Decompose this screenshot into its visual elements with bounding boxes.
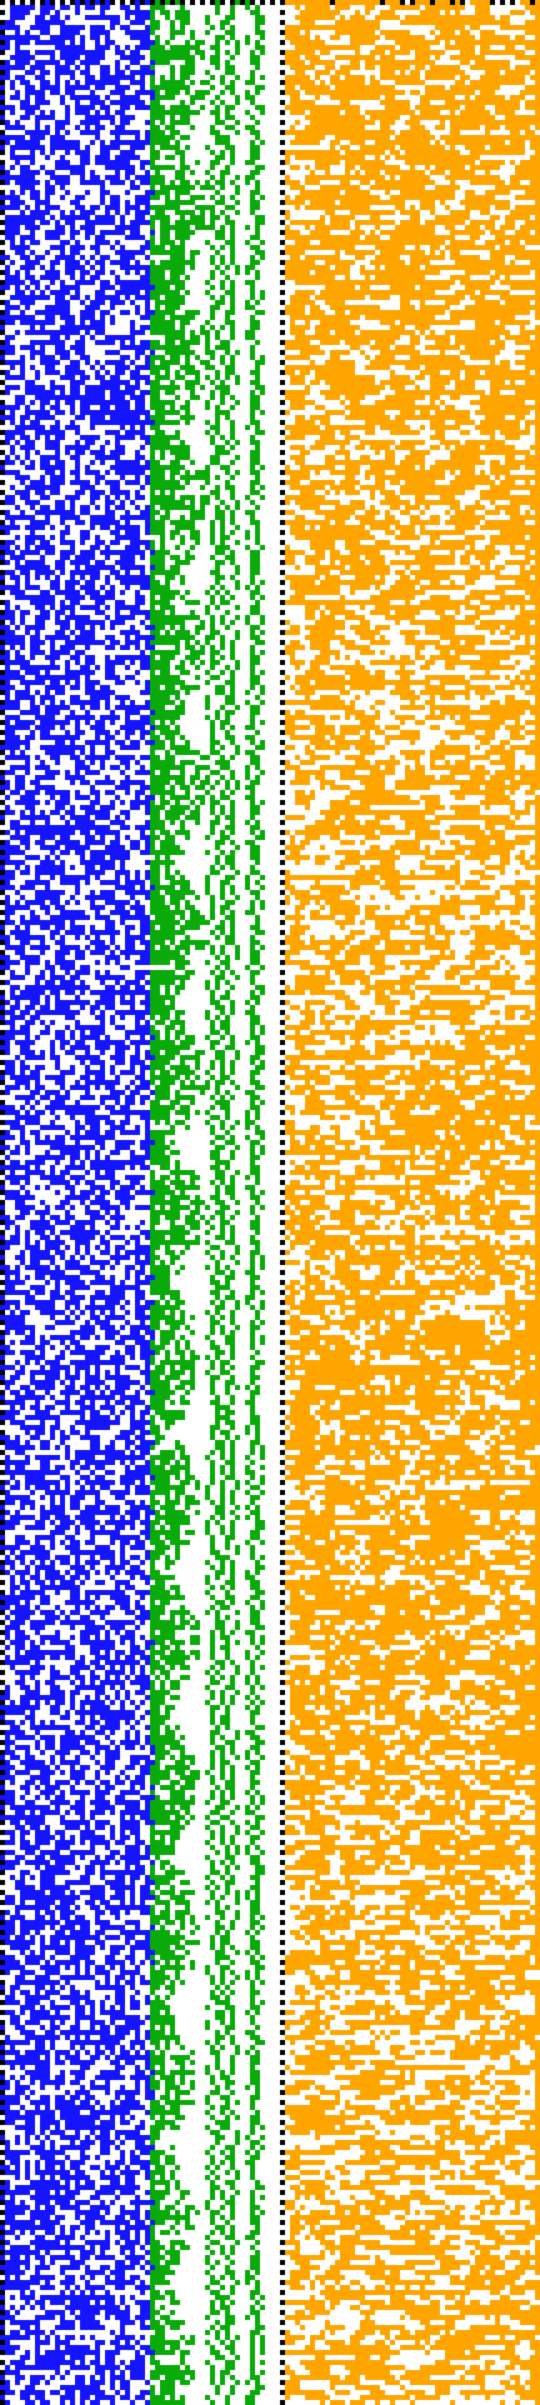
pixel-matrix-visualization [0,0,540,2405]
